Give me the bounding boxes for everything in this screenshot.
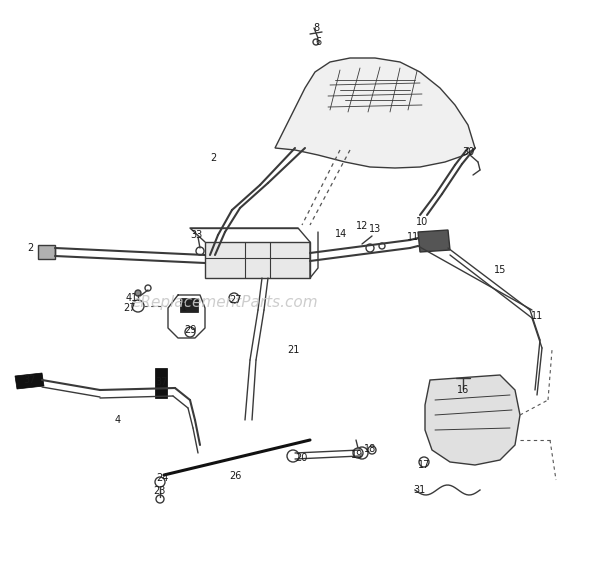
Text: 29: 29 <box>184 325 196 335</box>
Text: 27: 27 <box>230 295 242 305</box>
Text: 31: 31 <box>413 485 425 495</box>
Text: 30: 30 <box>462 147 474 157</box>
Polygon shape <box>205 242 310 278</box>
Text: 27: 27 <box>124 303 136 313</box>
Circle shape <box>356 447 368 459</box>
Polygon shape <box>15 373 44 389</box>
Circle shape <box>353 448 363 458</box>
Polygon shape <box>38 245 55 259</box>
Text: 15: 15 <box>494 265 506 275</box>
Text: 2: 2 <box>27 243 33 253</box>
Circle shape <box>135 290 141 296</box>
Text: 10: 10 <box>416 217 428 227</box>
Text: 19: 19 <box>351 450 363 460</box>
Text: 20: 20 <box>295 453 307 463</box>
Text: 37: 37 <box>156 377 168 387</box>
Text: 33: 33 <box>190 230 202 240</box>
Polygon shape <box>425 375 520 465</box>
Circle shape <box>368 446 376 454</box>
Circle shape <box>313 39 319 45</box>
Circle shape <box>419 457 429 467</box>
Circle shape <box>156 495 164 503</box>
Text: eReplacementParts.com: eReplacementParts.com <box>131 295 317 310</box>
Text: 12: 12 <box>356 221 368 231</box>
Text: 8: 8 <box>313 23 319 33</box>
Text: 18: 18 <box>364 444 376 454</box>
Circle shape <box>379 243 385 249</box>
Text: 4: 4 <box>115 415 121 425</box>
Circle shape <box>366 244 374 252</box>
Text: 11: 11 <box>531 311 543 321</box>
Text: 1: 1 <box>181 303 187 313</box>
Circle shape <box>132 300 144 312</box>
Text: 14: 14 <box>335 229 347 239</box>
Text: 17: 17 <box>418 460 430 470</box>
Text: 24: 24 <box>156 473 168 483</box>
Polygon shape <box>180 298 198 312</box>
Polygon shape <box>155 368 167 398</box>
Text: 37: 37 <box>23 375 35 385</box>
Circle shape <box>229 293 239 303</box>
Text: 21: 21 <box>287 345 299 355</box>
Text: 11: 11 <box>407 232 419 242</box>
Circle shape <box>145 285 151 291</box>
Text: 41: 41 <box>126 293 138 303</box>
Text: 26: 26 <box>229 471 241 481</box>
Text: 13: 13 <box>369 224 381 234</box>
Circle shape <box>185 327 195 337</box>
Text: 2: 2 <box>210 153 216 163</box>
Polygon shape <box>418 230 450 252</box>
Circle shape <box>196 247 204 255</box>
Text: 16: 16 <box>457 385 469 395</box>
Circle shape <box>287 450 299 462</box>
Text: 23: 23 <box>153 486 165 496</box>
Polygon shape <box>275 58 475 168</box>
Text: 6: 6 <box>315 37 321 47</box>
Circle shape <box>155 477 165 487</box>
